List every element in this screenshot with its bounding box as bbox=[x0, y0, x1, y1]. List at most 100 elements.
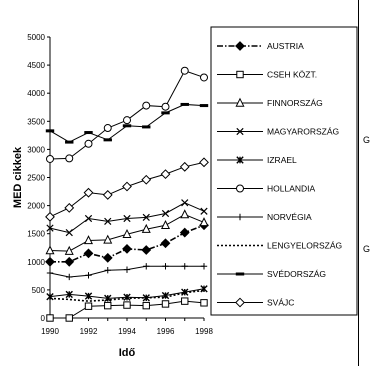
y-tick-label: 3500 bbox=[27, 117, 45, 126]
data-point bbox=[123, 266, 131, 273]
data-point bbox=[162, 263, 169, 270]
legend-label: IZRAEL bbox=[267, 155, 297, 165]
series-lengyelorsz-g bbox=[49, 289, 205, 302]
data-point bbox=[160, 169, 171, 180]
legend-item: FINNORSZÁG bbox=[217, 97, 323, 108]
y-axis-title: MED cikkek bbox=[12, 146, 24, 208]
legend-label: CSEH KÖZT. bbox=[267, 70, 317, 80]
data-point bbox=[142, 125, 151, 129]
data-point bbox=[102, 252, 113, 263]
data-point bbox=[181, 297, 189, 305]
legend-item: NORVÉGIA bbox=[217, 212, 312, 222]
data-point bbox=[235, 272, 245, 276]
legend-label: FINNORSZÁG bbox=[267, 98, 323, 108]
y-tick-label: 2500 bbox=[27, 174, 45, 183]
data-point bbox=[84, 131, 93, 135]
data-point bbox=[181, 199, 189, 207]
data-point bbox=[200, 207, 208, 215]
y-tick-label: 4500 bbox=[27, 61, 45, 70]
data-point bbox=[104, 217, 112, 225]
data-point bbox=[84, 139, 93, 148]
data-point bbox=[161, 102, 170, 111]
legend-label: SVÁJC bbox=[267, 298, 294, 308]
data-point bbox=[123, 293, 131, 301]
data-point bbox=[65, 314, 73, 322]
y-tick-label: 1500 bbox=[27, 230, 45, 239]
y-tick-label: 5000 bbox=[27, 33, 45, 42]
data-point bbox=[181, 263, 188, 270]
legend-label: NORVÉGIA bbox=[267, 212, 312, 222]
data-point bbox=[236, 156, 244, 164]
x-tick-label: 1992 bbox=[80, 327, 98, 336]
data-point bbox=[46, 154, 54, 163]
data-point bbox=[45, 256, 55, 267]
legend-item: CSEH KÖZT. bbox=[217, 70, 317, 80]
data-point bbox=[160, 238, 171, 249]
data-point bbox=[180, 209, 190, 219]
legend-item: AUSTRIA bbox=[217, 41, 304, 51]
legend-item: HOLLANDIA bbox=[217, 184, 316, 194]
data-point bbox=[200, 299, 208, 307]
x-tick-label: 1994 bbox=[118, 327, 136, 336]
data-point bbox=[46, 314, 54, 322]
data-point bbox=[199, 217, 209, 227]
data-point bbox=[122, 181, 132, 192]
legend-item: SVÉDORSZÁG bbox=[217, 269, 326, 279]
data-point bbox=[123, 301, 131, 309]
data-point bbox=[65, 154, 74, 163]
data-point bbox=[236, 213, 244, 221]
data-point bbox=[65, 140, 74, 144]
legend-item: LENGYELORSZÁG bbox=[217, 241, 342, 251]
series-cseh-k-zt- bbox=[46, 297, 208, 322]
data-point bbox=[142, 301, 150, 310]
series-finnorsz-g bbox=[45, 209, 209, 255]
data-point bbox=[161, 300, 170, 308]
data-point bbox=[64, 256, 75, 267]
legend-item: SVÁJC bbox=[217, 298, 294, 308]
data-point bbox=[235, 97, 245, 107]
legend-item: IZRAEL bbox=[217, 155, 297, 165]
y-tick-label: 0 bbox=[41, 314, 46, 323]
legend-label: HOLLANDIA bbox=[267, 184, 316, 194]
y-tick-label: 4000 bbox=[27, 89, 45, 98]
series-line bbox=[49, 70, 205, 160]
data-point bbox=[65, 228, 73, 237]
data-point bbox=[235, 41, 245, 51]
data-point bbox=[179, 161, 190, 172]
data-point bbox=[84, 214, 93, 223]
series-norv-gia bbox=[46, 263, 208, 281]
y-tick-label: 2000 bbox=[27, 202, 45, 211]
data-point bbox=[83, 187, 94, 198]
data-point bbox=[179, 227, 190, 238]
data-point bbox=[66, 273, 73, 281]
data-point bbox=[141, 174, 152, 185]
data-point bbox=[180, 102, 189, 106]
data-point bbox=[84, 292, 93, 300]
data-point bbox=[142, 213, 150, 222]
data-point bbox=[45, 211, 55, 222]
data-point bbox=[122, 124, 132, 128]
legend-item: MAGYARORSZÁG bbox=[217, 127, 339, 137]
data-point bbox=[83, 248, 94, 259]
data-point bbox=[104, 267, 111, 274]
data-point bbox=[236, 127, 244, 136]
data-point bbox=[181, 288, 189, 296]
data-point bbox=[236, 70, 244, 79]
data-point bbox=[142, 101, 151, 110]
data-point bbox=[103, 234, 113, 244]
legend-label: MAGYARORSZÁG bbox=[267, 127, 339, 137]
data-point bbox=[102, 190, 113, 200]
data-point bbox=[84, 302, 93, 310]
series-hollandia bbox=[46, 66, 208, 163]
data-point bbox=[123, 214, 131, 223]
data-point bbox=[141, 245, 152, 255]
data-point bbox=[65, 290, 73, 299]
y-tick-label: 500 bbox=[32, 286, 46, 295]
data-point bbox=[199, 104, 209, 108]
data-point bbox=[123, 116, 131, 125]
data-point bbox=[122, 228, 132, 238]
data-point bbox=[46, 269, 54, 277]
data-point bbox=[45, 129, 55, 133]
